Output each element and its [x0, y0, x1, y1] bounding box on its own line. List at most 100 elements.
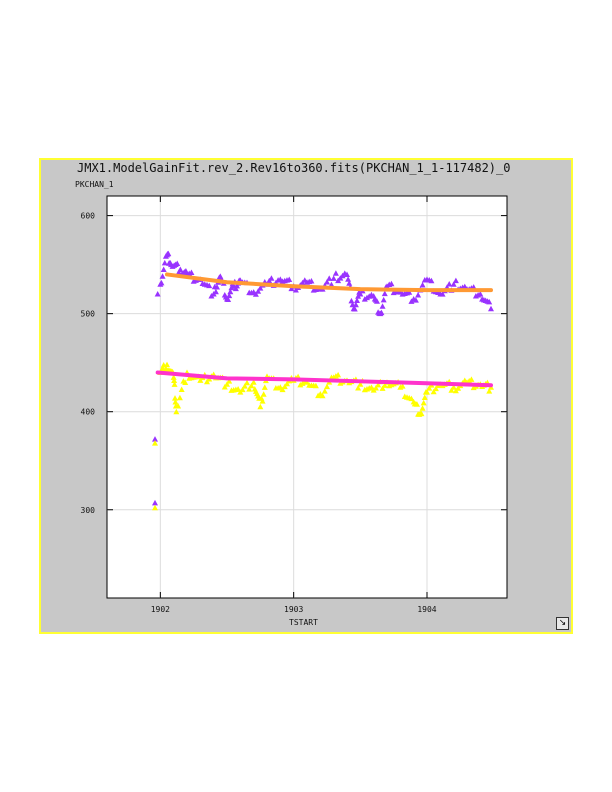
yellow-point	[226, 378, 233, 384]
purple-point	[461, 283, 468, 290]
yellow-point	[279, 386, 286, 393]
purple-point	[212, 288, 219, 295]
purple-point	[161, 259, 168, 266]
yellow-point	[430, 388, 437, 395]
yellow-point	[301, 378, 308, 385]
purple-point	[328, 281, 335, 288]
purple-point	[488, 305, 494, 312]
purple-point	[152, 436, 158, 442]
yellow-point	[239, 386, 246, 393]
yellow-point	[172, 399, 179, 405]
yellow-point	[259, 398, 266, 404]
purple-point	[286, 276, 293, 283]
purple-point	[419, 281, 426, 288]
purple-point	[326, 275, 333, 281]
yellow-point	[250, 379, 257, 385]
purple-point	[324, 278, 330, 285]
yellow-point	[379, 385, 386, 391]
y-tick-label: 400	[81, 408, 96, 417]
plot-window: JMX1.ModelGainFit.rev_2.Rev16to360.fits(…	[39, 158, 573, 634]
purple-point	[412, 297, 419, 303]
yellow-point	[426, 385, 433, 391]
plot-area	[106, 195, 508, 599]
purple-point	[252, 291, 259, 297]
purple-point	[308, 278, 315, 284]
yellow-point	[422, 389, 429, 395]
yellow-point	[171, 381, 178, 387]
yellow-point	[315, 392, 322, 399]
yellow-point	[372, 384, 379, 391]
purple-point	[206, 282, 213, 289]
yellow-point	[319, 392, 326, 399]
purple-point	[160, 266, 167, 273]
yellow-point	[152, 440, 158, 446]
purple-point	[288, 285, 295, 292]
x-tick-label: 1902	[151, 605, 170, 614]
purple-point	[330, 275, 337, 281]
purple-point	[152, 499, 158, 506]
purple-point	[355, 293, 362, 299]
yellow-point	[182, 379, 189, 386]
purple-point	[332, 270, 339, 276]
x-tick-label: 1904	[417, 605, 436, 614]
yellow-point	[448, 387, 455, 393]
chart: 1902 1903 1904 300 400 500 600	[81, 195, 508, 614]
purple-point	[301, 277, 308, 283]
purple-point	[380, 296, 387, 303]
purple-point	[388, 280, 395, 287]
purple-point	[167, 260, 174, 266]
purple-point	[228, 284, 235, 291]
purple-point	[227, 288, 234, 295]
yellow-point	[312, 382, 319, 389]
purple-point	[188, 269, 195, 276]
purple-point	[379, 303, 386, 309]
yellow-point	[176, 394, 183, 401]
purple-point	[268, 275, 275, 281]
purple-point	[341, 270, 348, 276]
yellow-point	[235, 386, 242, 392]
yellow-point	[450, 384, 457, 390]
yellow-point	[246, 386, 253, 392]
purple-point	[275, 277, 282, 283]
purple-point	[381, 290, 388, 297]
yellow-point	[486, 388, 493, 394]
yellow-point	[170, 374, 177, 380]
purple-point	[452, 277, 459, 284]
yellow-point	[419, 405, 426, 411]
yellow-point	[257, 403, 264, 410]
purple-point	[159, 273, 166, 279]
yellow-point	[152, 504, 158, 511]
yellow-point	[368, 384, 375, 390]
yellow-point	[172, 395, 178, 401]
purple-point	[165, 250, 172, 257]
yellow-point	[421, 394, 428, 401]
yellow-point	[241, 383, 248, 389]
purple-point	[486, 298, 493, 305]
yellow-point	[335, 371, 342, 378]
yellow-point	[381, 382, 388, 388]
purple-point	[368, 291, 375, 298]
purple-point	[435, 289, 442, 295]
yellow-point	[173, 408, 180, 415]
y-tick-label: 500	[81, 310, 96, 319]
yellow-point	[160, 362, 167, 368]
yellow-point	[178, 386, 185, 392]
purple-point	[352, 301, 359, 308]
purple-point	[158, 279, 165, 286]
yellow-point	[171, 377, 178, 383]
yellow-point	[275, 385, 282, 391]
purple-point	[446, 280, 453, 287]
yellow-point	[248, 382, 255, 389]
yellow-point	[468, 376, 475, 382]
purple-point	[415, 292, 422, 298]
yellow-point	[221, 384, 228, 390]
yellow-point	[321, 388, 328, 394]
resize-corner-icon[interactable]: ↘	[556, 617, 569, 630]
yellow-point	[408, 395, 415, 402]
yellow-point	[432, 385, 439, 392]
yellow-point	[461, 377, 468, 383]
purple-point	[378, 309, 385, 316]
purple-point	[175, 269, 182, 275]
yellow-point	[357, 381, 364, 387]
plot-title: JMX1.ModelGainFit.rev_2.Rev16to360.fits(…	[77, 161, 511, 175]
